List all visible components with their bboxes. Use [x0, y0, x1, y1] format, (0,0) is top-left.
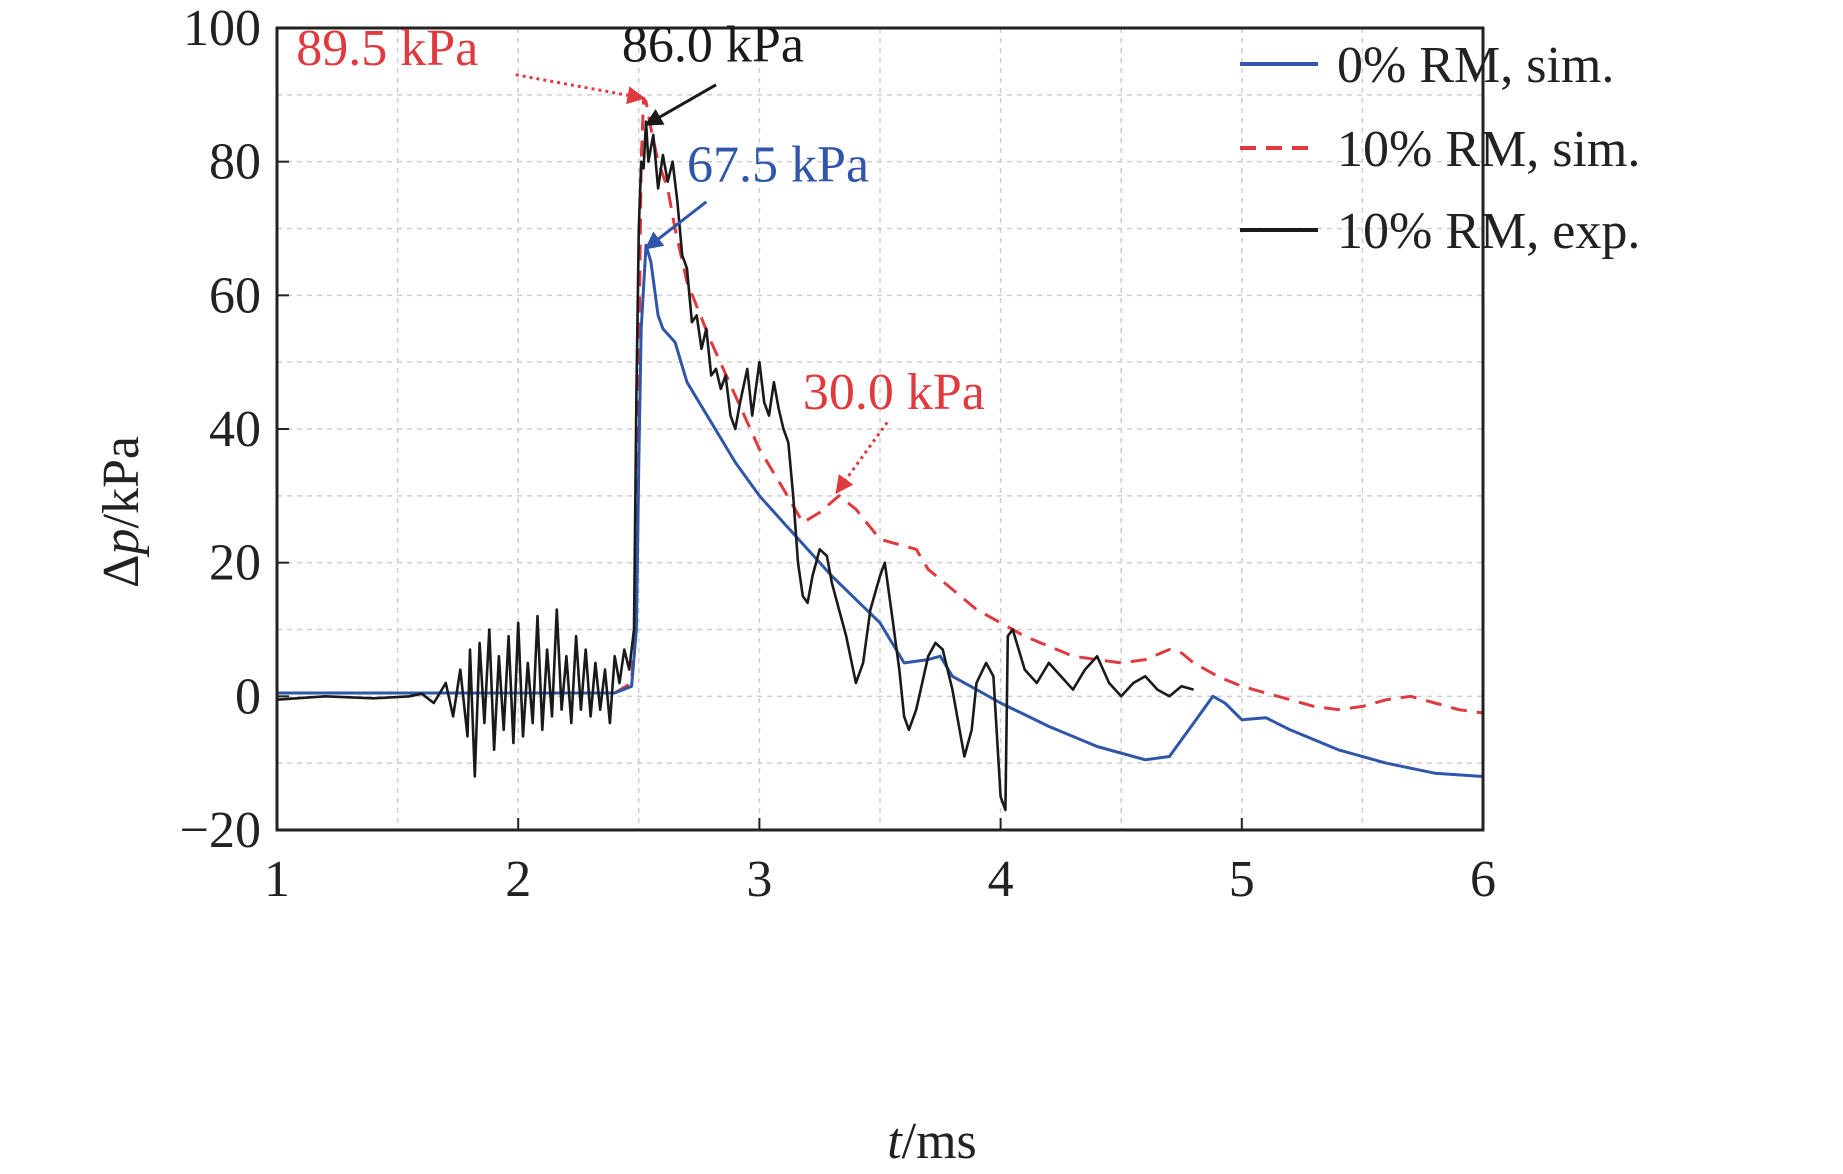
y-axis-prefix: Δ — [93, 555, 150, 588]
annotation-label: 89.5 kPa — [296, 20, 478, 77]
annotation-arrow — [644, 200, 708, 250]
y-tick-label: 100 — [183, 0, 261, 57]
legend: 0% RM, sim. 10% RM, sim. 10% RM, exp. — [1240, 37, 1640, 260]
legend-label-10pct-exp: 10% RM, exp. — [1337, 203, 1640, 260]
annotation-arrow — [644, 83, 717, 127]
x-axis-title: t/ms — [887, 1113, 977, 1169]
y-tick-label: 40 — [209, 401, 261, 458]
y-axis-unit: /kPa — [93, 436, 150, 528]
series-lines — [276, 96, 1484, 812]
series-line-2 — [276, 120, 1194, 812]
annotation-arrow — [835, 421, 889, 494]
y-tick-label: 0 — [235, 668, 261, 725]
annotation-label: 67.5 kPa — [687, 137, 869, 194]
x-tick-label: 6 — [1470, 851, 1496, 908]
x-axis-variable: t — [887, 1113, 903, 1169]
y-tick-label: 80 — [209, 134, 261, 191]
x-tick-label: 5 — [1229, 851, 1255, 908]
y-tick-label: 60 — [209, 267, 261, 324]
x-tick-label: 3 — [746, 851, 772, 908]
x-tick-label: 4 — [988, 851, 1014, 908]
grid-lines — [277, 28, 1483, 830]
y-axis-title: Δp/kPa — [93, 436, 150, 588]
annotations: 89.5 kPa 86.0 kPa 67.5 kPa 30.0 kPa — [296, 16, 985, 494]
annotation-arrow — [515, 73, 646, 105]
axis-ticks: 1 2 3 4 5 6 −20 0 20 40 60 80 100 — [180, 0, 1496, 908]
x-tick-label: 2 — [505, 851, 531, 908]
y-axis-variable: p — [93, 529, 150, 559]
annotation-label: 86.0 kPa — [622, 16, 804, 73]
legend-label-10pct-sim: 10% RM, sim. — [1337, 121, 1640, 178]
series-line-0 — [277, 243, 1484, 778]
x-axis-unit: /ms — [902, 1113, 977, 1169]
legend-label-0pct-sim: 0% RM, sim. — [1337, 37, 1614, 94]
x-tick-label: 1 — [264, 851, 290, 908]
y-tick-label: −20 — [180, 802, 261, 859]
y-tick-label: 20 — [209, 535, 261, 592]
annotation-label: 30.0 kPa — [803, 364, 985, 421]
